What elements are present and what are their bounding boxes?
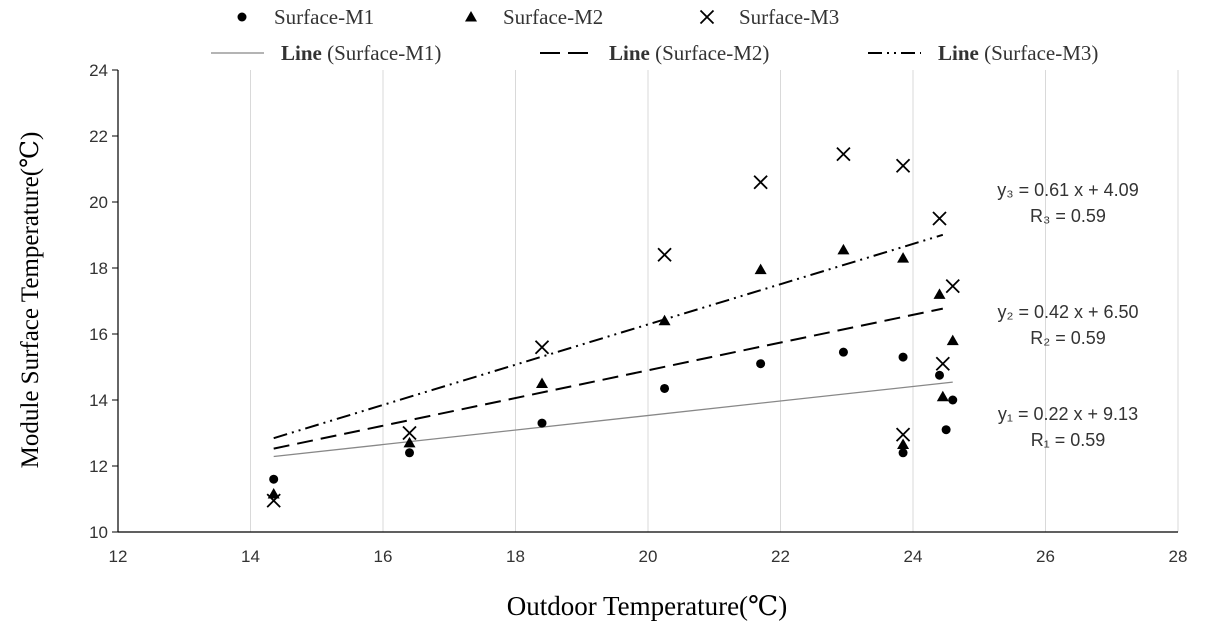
r-value-m1: R₁ = 0.59 [1031, 430, 1106, 450]
legend-trend-label-bold: Line [938, 41, 979, 65]
y-tick-label: 24 [89, 61, 108, 80]
legend-marker-m2 [465, 11, 477, 22]
point-m3 [836, 147, 851, 162]
equation-m2: y₂ = 0.42 x + 6.50 [997, 302, 1138, 322]
point-m2 [897, 438, 910, 450]
point-m2 [897, 252, 910, 263]
legend-trend-label-rest: (Surface-M1) [322, 41, 442, 65]
legend-label-m1: Surface-M1 [274, 5, 374, 29]
r-value-m3: R₃ = 0.59 [1030, 206, 1106, 226]
point-m3 [945, 279, 960, 294]
point-m2 [946, 334, 959, 346]
point-m1 [756, 359, 766, 369]
point-m2 [267, 488, 280, 499]
point-m3 [935, 356, 950, 371]
point-m1 [838, 347, 848, 357]
legend-trend-label-rest: (Surface-M3) [979, 41, 1099, 65]
trendline-m3 [273, 233, 944, 440]
point-m1 [948, 395, 958, 405]
x-tick-label: 14 [241, 547, 260, 566]
x-tick-label: 28 [1169, 547, 1188, 566]
point-m1 [660, 383, 670, 393]
legend-trend-label-m2: Line (Surface-M2) [609, 41, 769, 65]
point-m1 [405, 448, 414, 458]
point-m3 [932, 211, 947, 226]
point-m3 [534, 340, 550, 355]
y-tick-label: 20 [89, 193, 108, 212]
point-m2 [936, 390, 949, 402]
trendline-m1 [273, 381, 953, 458]
point-m3 [895, 427, 911, 442]
point-m1 [269, 474, 279, 484]
point-m3 [753, 175, 768, 190]
legend-trend-label-rest: (Surface-M2) [650, 41, 770, 65]
legend-label-m2: Surface-M2 [503, 5, 603, 29]
point-m1 [935, 370, 944, 380]
x-tick-label: 20 [639, 547, 658, 566]
y-tick-label: 18 [89, 259, 108, 278]
point-m3 [657, 247, 672, 262]
legend-trend-label-m3: Line (Surface-M3) [938, 41, 1098, 65]
x-tick-label: 12 [109, 547, 128, 566]
point-m2 [754, 263, 767, 275]
y-tick-label: 16 [89, 325, 108, 344]
trendline-m2 [273, 307, 944, 450]
point-m2 [933, 288, 946, 299]
x-tick-label: 26 [1036, 547, 1055, 566]
legend-trend-label-bold: Line [609, 41, 650, 65]
y-axis-label: Module Surface Temperature(℃) [17, 132, 44, 469]
grid [250, 70, 1179, 532]
x-tick-label: 18 [506, 547, 525, 566]
legend-trend-label-bold: Line [281, 41, 322, 65]
point-m1 [898, 352, 908, 362]
equation-m3: y₃ = 0.61 x + 4.09 [997, 180, 1138, 200]
annotations: y₁ = 0.22 x + 9.13 R₁ = 0.59 y₂ = 0.42 x +… [997, 180, 1138, 450]
legend-marker-m3 [699, 9, 715, 25]
point-m2 [536, 377, 548, 388]
point-m2 [837, 243, 850, 255]
x-tick-label: 24 [904, 547, 923, 566]
y-tick-label: 22 [89, 127, 108, 146]
point-m3 [895, 158, 911, 173]
legend-trend-label-m1: Line (Surface-M1) [281, 41, 441, 65]
x-tick-label: 22 [771, 547, 790, 566]
point-m1 [941, 425, 951, 435]
point-m3 [402, 425, 417, 441]
y-tick-label: 12 [89, 457, 108, 476]
y-tick-label: 14 [89, 391, 108, 410]
y-tick-label: 10 [89, 523, 108, 542]
trendlines [273, 233, 953, 458]
equation-m1: y₁ = 0.22 x + 9.13 [998, 404, 1138, 424]
point-m2 [403, 436, 416, 448]
r-value-m2: R₂ = 0.59 [1030, 328, 1106, 348]
point-m1 [537, 418, 547, 428]
point-m1 [898, 448, 908, 458]
legend-marker-m1 [237, 12, 247, 22]
x-tick-label: 16 [374, 547, 393, 566]
point-m3 [266, 493, 281, 508]
legend-label-m3: Surface-M3 [739, 5, 839, 29]
data-points [266, 147, 960, 508]
legend: Surface-M1 Surface-M2 Surface-M3 Line (Surf… [211, 5, 1098, 65]
point-m2 [658, 314, 671, 326]
axes [112, 69, 1178, 533]
x-axis-label: Outdoor Temperature(℃) [507, 591, 787, 621]
